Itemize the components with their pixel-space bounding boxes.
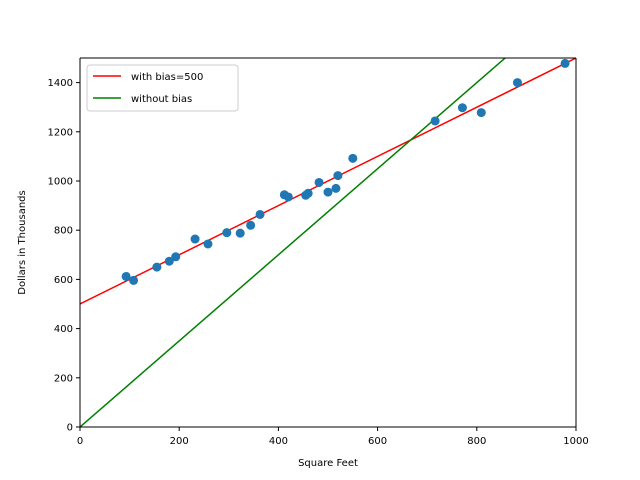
scatter-point	[164, 256, 174, 266]
scatter-point	[235, 228, 245, 238]
series-lines	[80, 58, 576, 427]
scatter-point	[283, 192, 293, 202]
x-tick-label: 800	[467, 436, 486, 447]
legend-label-without-bias: without bias	[131, 94, 192, 105]
axes-frame	[79, 57, 577, 428]
scatter-points	[121, 58, 570, 285]
y-tick-label: 800	[54, 226, 73, 237]
scatter-point	[255, 209, 265, 219]
scatter-point	[331, 183, 341, 193]
scatter-point	[314, 177, 324, 187]
y-axis-ticks: 0 200 400 600 800 1000 1200 1400	[48, 78, 80, 434]
y-axis-label: Dollars in Thousands	[17, 190, 28, 294]
scatter-point	[129, 275, 139, 285]
scatter-point	[323, 187, 333, 197]
y-tick-label: 1200	[48, 127, 73, 138]
scatter-point	[560, 58, 570, 68]
y-tick-label: 1000	[48, 177, 73, 188]
x-axis-ticks: 0 200 400 600 800 1000	[77, 427, 589, 447]
scatter-point	[152, 262, 162, 272]
scatter-point	[171, 252, 181, 262]
y-tick-label: 1400	[48, 78, 73, 89]
x-axis-label: Square Feet	[298, 458, 358, 469]
x-tick-label: 600	[368, 436, 387, 447]
scatter-point	[222, 228, 232, 238]
scatter-point	[203, 239, 213, 249]
x-tick-label: 200	[170, 436, 189, 447]
legend-label-with-bias: with bias=500	[131, 72, 203, 83]
scatter-point	[476, 108, 486, 118]
x-tick-label: 1000	[563, 436, 588, 447]
scatter-point	[457, 103, 467, 113]
y-tick-label: 600	[54, 275, 73, 286]
scatter-point	[303, 188, 313, 198]
scatter-point	[512, 78, 522, 88]
plot-area	[80, 58, 576, 427]
legend: with bias=500 without bias	[86, 64, 239, 112]
y-tick-label: 400	[54, 324, 73, 335]
x-tick-label: 0	[77, 436, 83, 447]
scatter-point	[246, 220, 256, 230]
y-tick-label: 0	[67, 423, 73, 434]
scatter-point	[348, 153, 358, 163]
scatter-point	[333, 171, 343, 181]
x-tick-label: 400	[269, 436, 288, 447]
legend-box	[86, 64, 239, 112]
series-line-with-bias	[80, 58, 576, 305]
series-line-without-bias	[80, 58, 507, 427]
scatter-point	[190, 234, 200, 244]
scatter-point	[121, 271, 131, 281]
y-tick-label: 200	[54, 373, 73, 384]
scatter-point	[430, 116, 440, 126]
